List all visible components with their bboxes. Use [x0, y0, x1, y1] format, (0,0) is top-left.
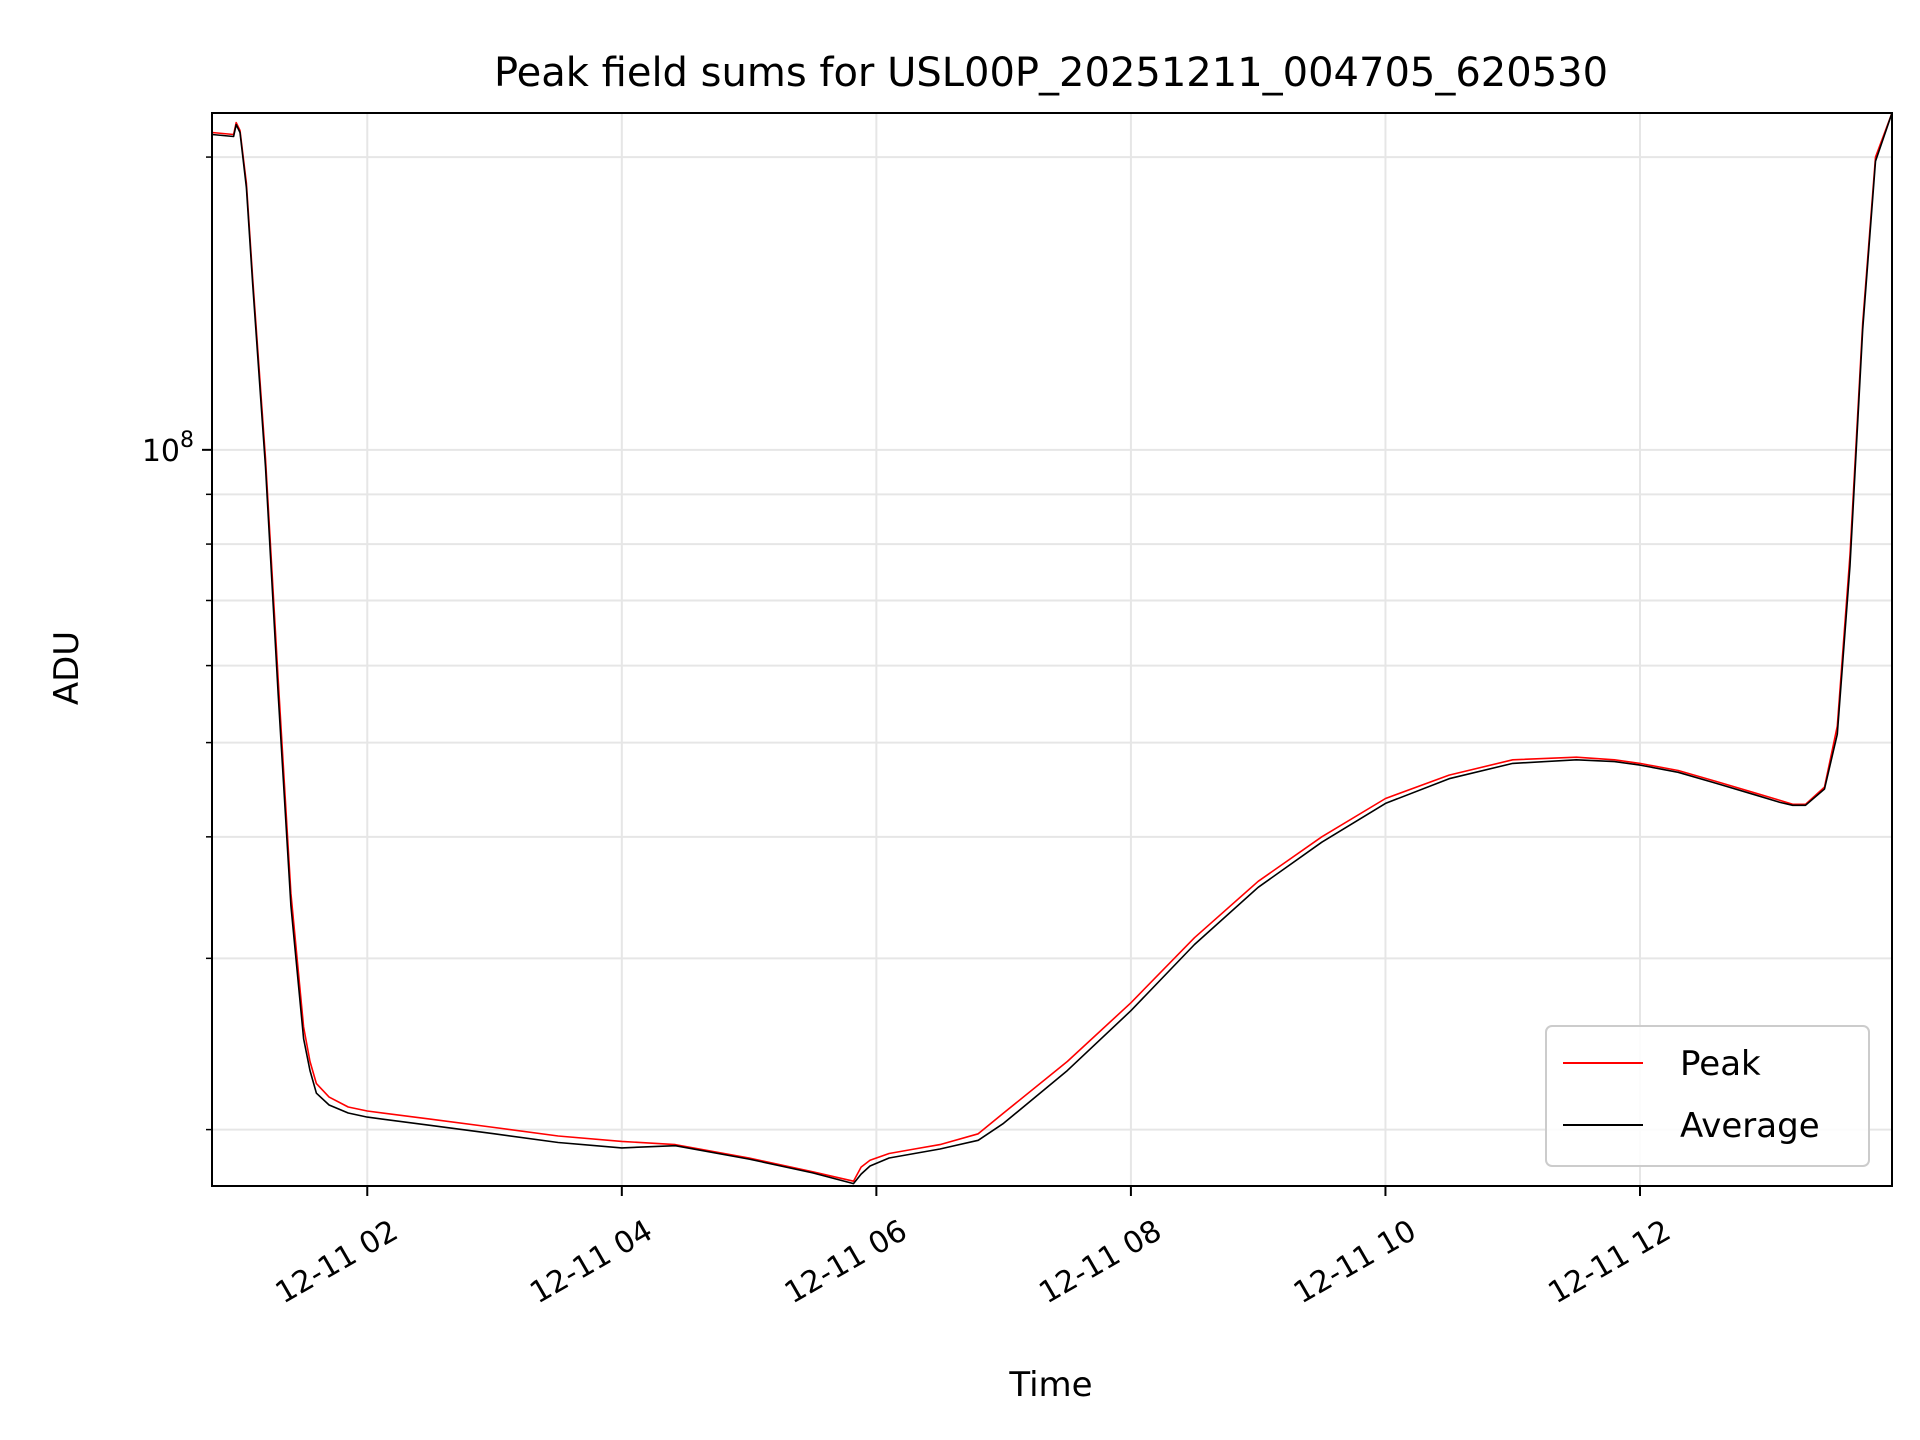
x-axis-label: Time [1008, 1365, 1092, 1405]
legend-peak-label: Peak [1680, 1044, 1761, 1084]
legend-average-label: Average [1680, 1106, 1820, 1146]
legend-box [1545, 1025, 1870, 1167]
series-line-peak [212, 113, 1892, 1182]
grid [212, 113, 1892, 1186]
series-layer [212, 113, 1892, 1185]
chart-title: Peak field sums for USL00P_20251211_0047… [494, 50, 1608, 96]
legend: Peak Average [1545, 1025, 1870, 1167]
y-tick-label: 108 [142, 428, 194, 469]
plot-frame [211, 112, 1893, 1187]
y-axis-label: ADU [47, 631, 87, 705]
series-line-average [212, 113, 1892, 1185]
